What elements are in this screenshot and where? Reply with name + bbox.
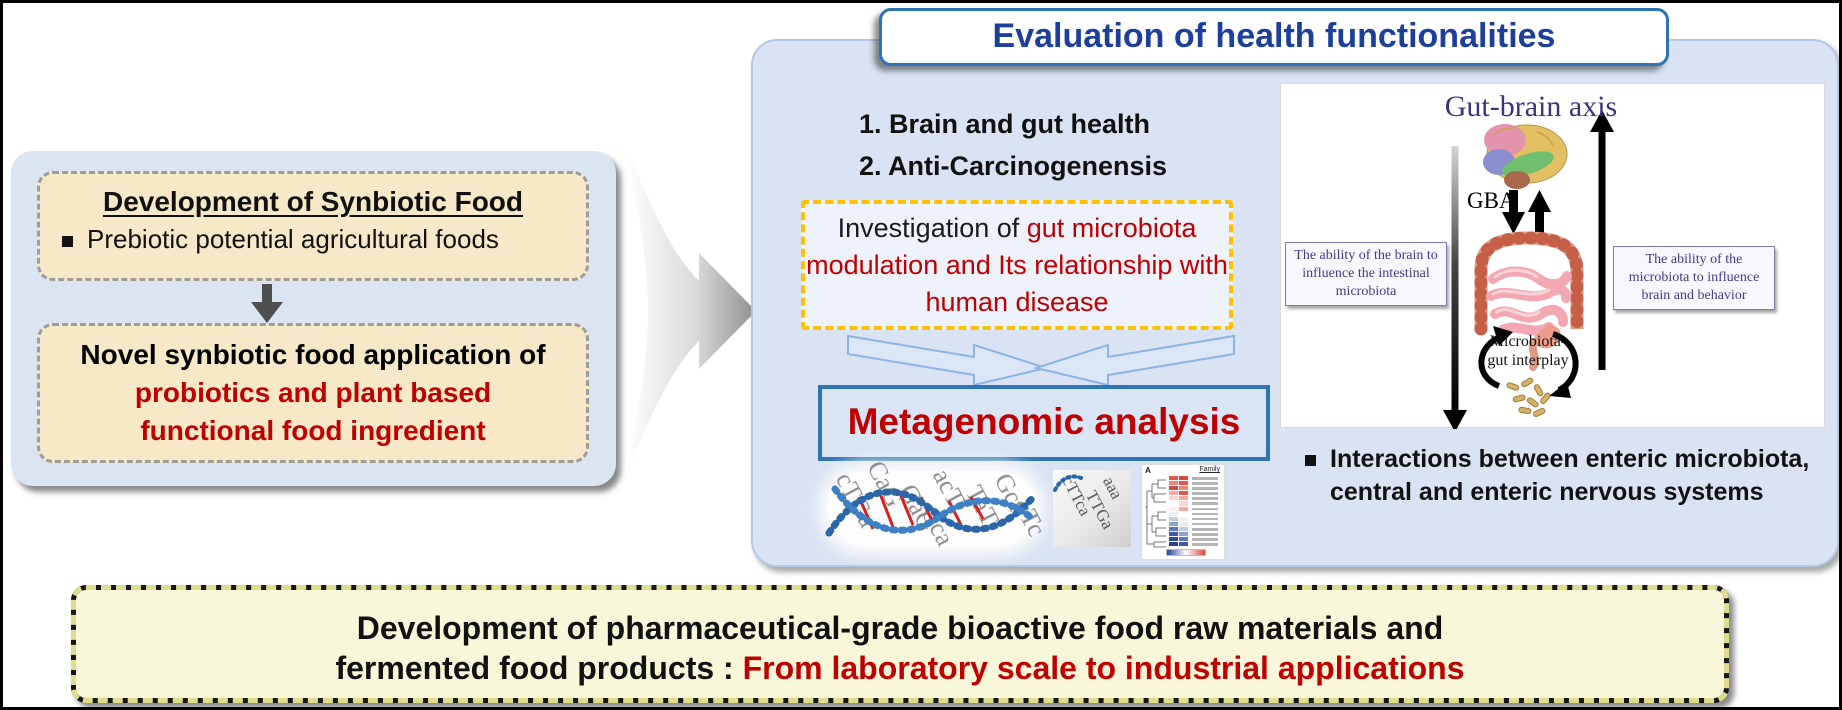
evaluation-item-2: 2. Anti-Carcinogenensis: [859, 151, 1168, 181]
heatmap-header: Family: [1199, 466, 1220, 473]
gut-brain-axis-figure: Gut-brain axis GBA The ability of the br…: [1280, 83, 1825, 429]
interplay-left-arrow: [1478, 326, 1513, 389]
interactions-bullet-text: Interactions between enteric microbiota,…: [1330, 445, 1810, 506]
novel-application-line1: Novel synbiotic food application of: [80, 339, 546, 370]
novel-application-line3: functional food ingredient: [140, 415, 486, 446]
interplay-line2: gut interplay: [1487, 352, 1569, 369]
banner-line2-black: fermented food products :: [335, 650, 743, 686]
investigation-text-red: gut microbiota modulation and Its relati…: [806, 213, 1228, 317]
synbiotic-box-title: Development of Synbiotic Food: [102, 186, 523, 217]
interplay-line1: Microbiota-: [1489, 333, 1567, 350]
evaluation-list: 1. Brain and gut health 2. Anti-Carcinog…: [859, 103, 1167, 187]
intestine-illustration: [1474, 231, 1584, 371]
gba-up-arrow: [1528, 190, 1551, 236]
big-right-arrow-icon: [625, 143, 756, 478]
helix-fragment-icon: [1053, 474, 1083, 492]
metagenomic-box: Metagenomic analysis: [818, 385, 1270, 461]
gba-down-arrow: [1502, 190, 1525, 234]
interactions-bullet-row: Interactions between enteric microbiota,…: [1303, 443, 1823, 509]
prebiotic-bullet-row: Prebiotic potential agricultural foods: [40, 218, 586, 255]
synbiotic-development-box: Development of Synbiotic Food Prebiotic …: [37, 171, 589, 281]
sequence-letters-image: cTTca TTGa aaa: [1053, 470, 1131, 547]
bottom-banner-inner: Development of pharmaceutical-grade bioa…: [71, 585, 1729, 703]
heatmap-color-key: [1166, 549, 1206, 556]
investigation-text-black: Investigation of: [837, 213, 1027, 243]
brain-influence-caption: The ability of the brain to influence th…: [1285, 242, 1447, 306]
brain-to-gut-arrow: [1443, 146, 1467, 429]
synbiotic-panel: Development of Synbiotic Food Prebiotic …: [11, 151, 616, 486]
heatmap-cells: [1169, 476, 1188, 548]
bottom-banner: Development of pharmaceutical-grade bioa…: [71, 585, 1729, 703]
converging-arrows-icon: [847, 334, 1235, 386]
investigation-box: Investigation of gut microbiota modulati…: [801, 200, 1233, 330]
heatmap-row-labels: [1192, 477, 1218, 548]
banner-line2: fermented food products : From laborator…: [76, 648, 1724, 688]
prebiotic-bullet-text: Prebiotic potential agricultural foods: [87, 224, 499, 254]
evaluation-title-box: Evaluation of health functionalities: [879, 8, 1669, 66]
gut-brain-axis-title: Gut-brain axis: [1444, 90, 1618, 123]
brain-illustration: [1483, 124, 1568, 189]
banner-line1: Development of pharmaceutical-grade bioa…: [356, 610, 1444, 646]
bullet-square-icon: [62, 236, 73, 247]
microbiota-influence-caption: The ability of the microbiota to influen…: [1613, 246, 1775, 310]
bullet-square-icon: [1305, 455, 1316, 466]
novel-application-box: Novel synbiotic food application of prob…: [37, 323, 589, 463]
dendrogram-icon: [1145, 479, 1166, 548]
dna-helix-icon: [825, 485, 1039, 537]
bacteria-illustration: [1506, 377, 1551, 417]
evaluation-item-1: 1. Brain and gut health: [859, 109, 1151, 139]
banner-line2-red: From laboratory scale to industrial appl…: [742, 650, 1465, 686]
dna-sequencing-image: cTGa CaG GaG acT TaT Cca Gct cTc: [821, 456, 1052, 551]
heatmap-panel-label: A: [1145, 466, 1151, 475]
novel-application-line2: probiotics and plant based: [134, 377, 492, 408]
heatmap-image: A Family: [1141, 464, 1225, 560]
metagenomic-title: Metagenomic analysis: [847, 401, 1241, 442]
gba-label: GBA: [1467, 188, 1516, 213]
gut-to-brain-arrow: [1590, 110, 1614, 370]
gut-brain-graphics: [1443, 110, 1614, 429]
interplay-right-arrow: [1549, 331, 1579, 398]
microbiota-gut-interplay-label: Microbiota- gut interplay: [1464, 332, 1592, 370]
down-arrow-icon: [251, 284, 283, 323]
evaluation-title: Evaluation of health functionalities: [992, 17, 1556, 55]
